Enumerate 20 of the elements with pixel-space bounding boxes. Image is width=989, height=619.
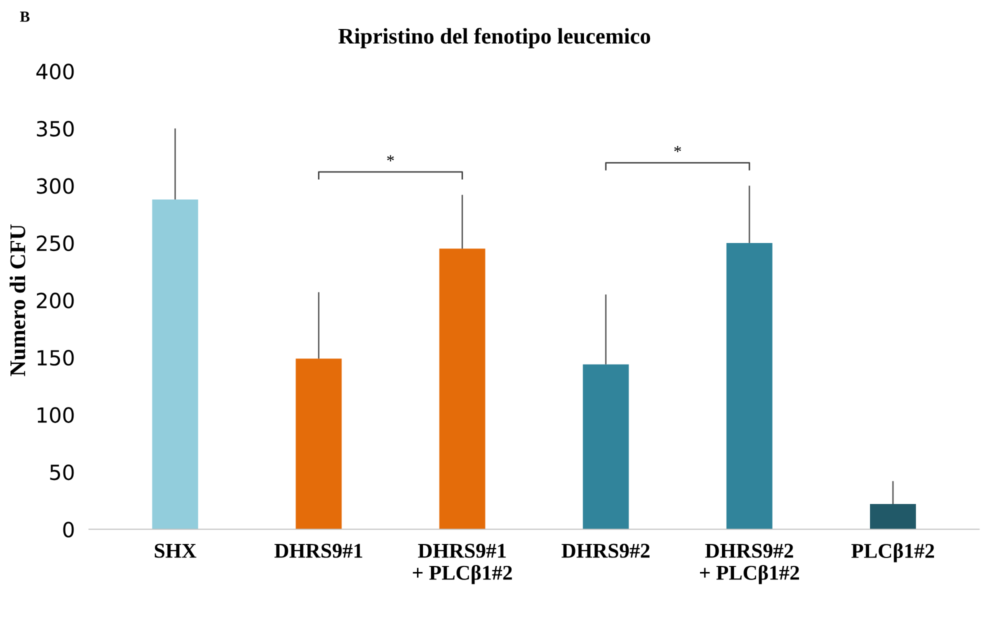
x-tick-label: DHRS9#2 + PLCβ1#2	[700, 544, 799, 584]
x-tick-label: PLCβ1#2	[851, 543, 934, 562]
x-tick-label: SHX	[154, 544, 196, 558]
y-tick-label: 100	[38, 407, 74, 423]
y-tick-label: 300	[36, 178, 74, 194]
y-tick-label: 350	[36, 120, 74, 137]
x-tick-label: DHRS9#1	[274, 544, 362, 558]
y-tick-label: 200	[36, 292, 74, 308]
y-tick-label: 150	[38, 350, 74, 366]
x-tick-label: DHRS9#1 + PLCβ1#2	[412, 544, 512, 584]
annotation: *	[387, 155, 394, 162]
y-tick-label: 400	[36, 64, 74, 80]
y-tick-label: 250	[36, 235, 74, 252]
annotation: *	[674, 146, 681, 152]
y-tick-label: 0	[63, 522, 74, 538]
y-axis-title: Numero di CFU	[10, 224, 26, 376]
x-tick-label: DHRS9#2	[562, 544, 650, 558]
chart-title: Ripristino del fenotipo leucemico	[338, 28, 650, 48]
y-tick-label: 50	[50, 464, 74, 480]
text: B	[20, 12, 30, 22]
